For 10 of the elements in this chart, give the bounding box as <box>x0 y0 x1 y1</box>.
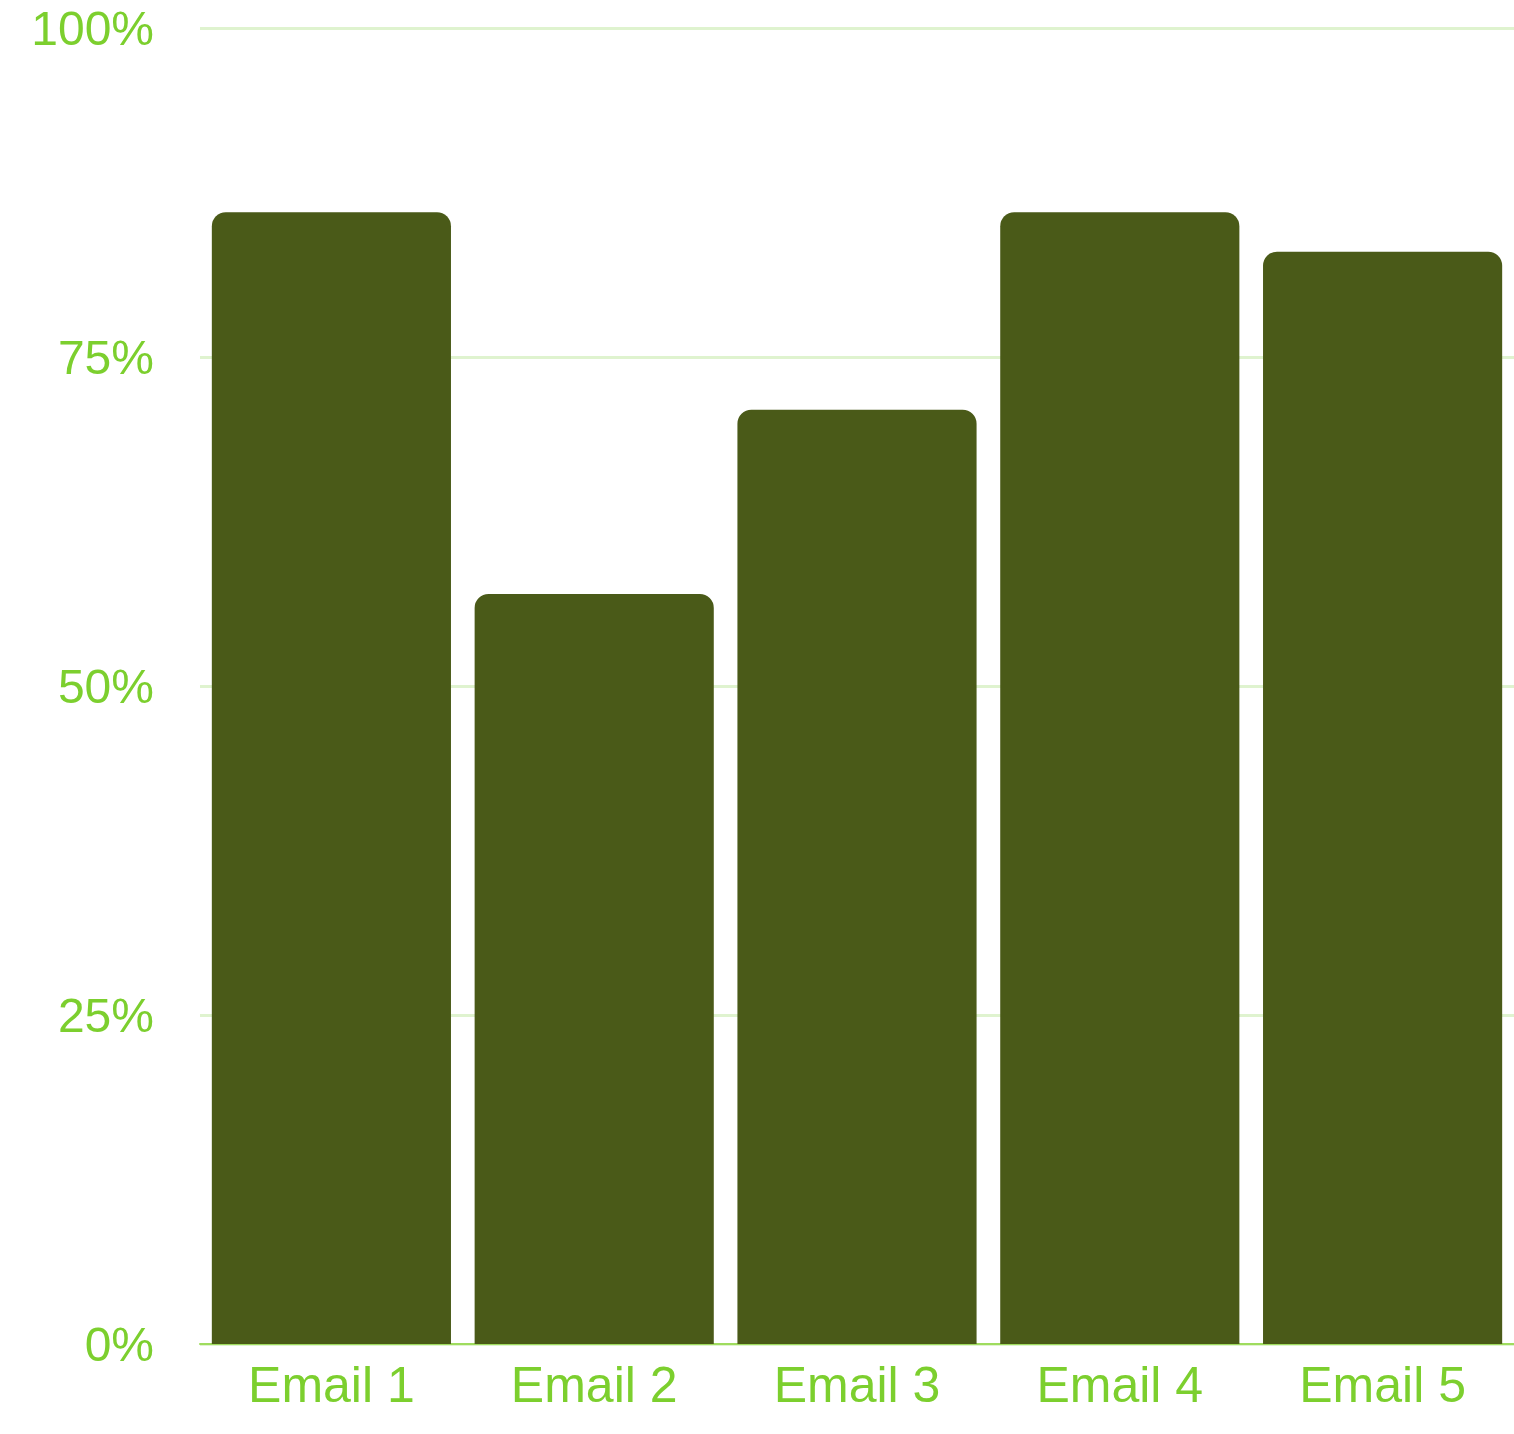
y-tick-label: 0% <box>84 1317 154 1371</box>
x-tick-label: Email 3 <box>773 1357 941 1413</box>
x-tick-label: Email 4 <box>1036 1357 1204 1413</box>
y-tick-label: 25% <box>57 988 154 1042</box>
x-tick-label: Email 1 <box>248 1357 415 1413</box>
y-tick-label: 75% <box>57 330 154 384</box>
x-tick-label: Email 2 <box>510 1357 678 1413</box>
x-tick-label: Email 5 <box>1299 1357 1466 1413</box>
y-tick-label: 50% <box>57 659 154 713</box>
y-tick-label: 100% <box>31 1 154 55</box>
